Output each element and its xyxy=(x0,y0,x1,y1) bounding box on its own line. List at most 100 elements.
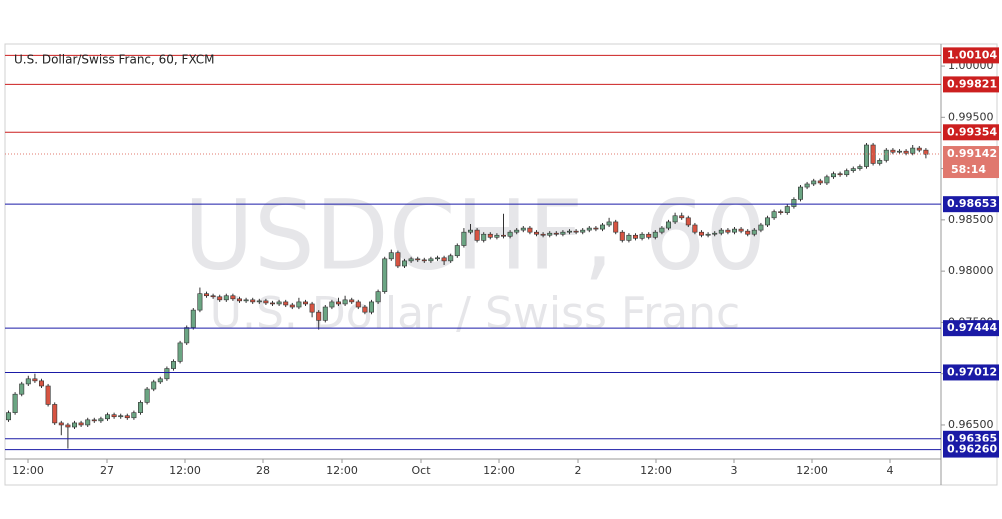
candle-body xyxy=(725,229,731,233)
candle-body xyxy=(910,147,916,154)
candle-body xyxy=(870,144,876,164)
candle-body xyxy=(606,221,612,226)
candle-body xyxy=(329,301,335,308)
candle-body xyxy=(118,415,124,418)
candle-body xyxy=(599,224,605,230)
candle-body xyxy=(250,299,256,303)
y-tick-label: 0.96500 xyxy=(948,418,994,431)
candle-body xyxy=(619,231,625,241)
candle-body xyxy=(204,293,210,297)
candle-body xyxy=(811,180,817,185)
candle-body xyxy=(276,301,282,305)
candle-body xyxy=(804,183,810,188)
candle-body xyxy=(877,160,883,164)
candle-body xyxy=(481,233,487,241)
candle-body xyxy=(230,295,236,300)
candle-body xyxy=(349,299,355,303)
candle-body xyxy=(382,258,388,292)
candle-body xyxy=(698,231,704,236)
x-tick-label: 12:00 xyxy=(483,464,515,477)
candle-body xyxy=(837,173,843,176)
candle-body xyxy=(302,301,308,305)
level-tag xyxy=(943,320,999,337)
candle-body xyxy=(289,304,295,308)
level-tag-label: 0.99354 xyxy=(947,125,997,138)
candle-body xyxy=(573,230,579,233)
candle-body xyxy=(771,211,777,219)
level-tag-label: 0.96260 xyxy=(947,443,997,456)
candle-body xyxy=(586,227,592,231)
candle-body xyxy=(157,378,163,383)
x-tick-label: 28 xyxy=(256,464,270,477)
level-tag-label: 0.97012 xyxy=(947,365,997,378)
candle-body xyxy=(883,149,889,161)
candle-body xyxy=(151,381,157,390)
candle-body xyxy=(652,231,658,238)
candle-body xyxy=(368,301,374,313)
candle-body xyxy=(685,217,691,226)
candle-body xyxy=(401,260,407,267)
candle-body xyxy=(903,150,909,154)
candle-body xyxy=(494,234,500,238)
candle-body xyxy=(177,342,183,362)
candle-body xyxy=(421,259,427,262)
candle-body xyxy=(890,149,896,153)
candle-body xyxy=(342,299,348,305)
candle-body xyxy=(296,301,302,308)
candle-body xyxy=(731,228,737,233)
candle-body xyxy=(474,229,480,241)
candle-body xyxy=(223,295,229,301)
chart-title: U.S. Dollar/Swiss Franc, 60, FXCM xyxy=(14,53,215,67)
candle-body xyxy=(560,231,566,235)
candle-body xyxy=(659,227,665,233)
x-tick-label: 12:00 xyxy=(640,464,672,477)
x-tick-label: 2 xyxy=(575,464,582,477)
candle-body xyxy=(25,378,31,385)
candle-body xyxy=(593,227,599,230)
candle-body xyxy=(6,412,12,421)
last-price-tag xyxy=(943,146,999,179)
candle-body xyxy=(434,257,440,260)
level-tag-label: 1.00104 xyxy=(947,48,997,61)
candle-body xyxy=(745,230,751,235)
candle-body xyxy=(111,414,117,418)
y-tick-label: 0.99500 xyxy=(948,110,994,123)
candle-body xyxy=(844,170,850,176)
candle-body xyxy=(190,309,196,328)
candle-body xyxy=(144,388,150,403)
candle-body xyxy=(171,361,177,369)
candle-body xyxy=(52,404,58,424)
candle-body xyxy=(791,199,797,207)
candle-body xyxy=(692,224,698,233)
candle-body xyxy=(138,402,144,413)
candle-body xyxy=(824,176,830,184)
last-price-label: 0.99142 xyxy=(947,147,997,160)
candle-body xyxy=(98,418,104,422)
level-tag-label: 0.99821 xyxy=(947,77,997,90)
level-tag-label: 0.98653 xyxy=(947,197,997,210)
x-tick-label: 12:00 xyxy=(12,464,44,477)
candle-body xyxy=(520,227,526,231)
candle-body xyxy=(362,306,368,313)
candle-body xyxy=(916,147,922,151)
frame xyxy=(4,43,998,486)
candle-body xyxy=(428,258,434,262)
candle-body xyxy=(388,252,394,260)
candle-body xyxy=(131,412,137,419)
candle-body xyxy=(408,258,414,262)
level-tag xyxy=(943,364,999,381)
x-tick-label: 27 xyxy=(100,464,114,477)
level-tag xyxy=(943,76,999,93)
candle-body xyxy=(751,229,757,235)
candle-body xyxy=(210,295,216,298)
candle-body xyxy=(487,233,493,238)
candle-body xyxy=(335,301,341,305)
candle-body xyxy=(672,215,678,223)
candle-body xyxy=(105,414,111,420)
candle-body xyxy=(665,221,671,229)
candle-body xyxy=(65,424,71,428)
candle-body xyxy=(778,211,784,213)
candle-body xyxy=(78,422,84,426)
candle-body xyxy=(613,221,619,233)
candle-body xyxy=(184,327,190,344)
